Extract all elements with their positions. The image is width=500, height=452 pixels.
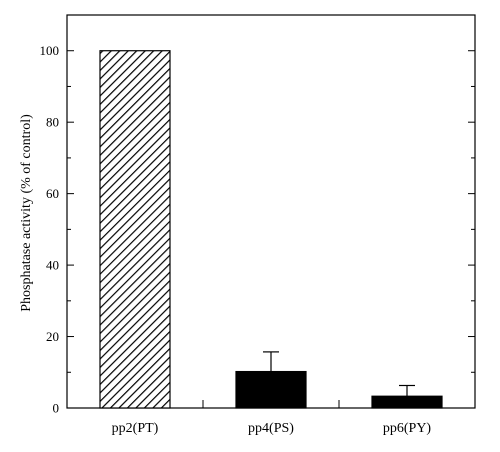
x-category-label: pp2(PT) bbox=[112, 421, 159, 436]
y-tick-label: 100 bbox=[40, 43, 60, 58]
y-tick-label: 20 bbox=[46, 329, 59, 344]
x-category-label: pp4(PS) bbox=[248, 421, 294, 436]
plot-area: 0 20 40 60 80 100 pp2(PT) pp4(PS) pp6(PY) bbox=[40, 14, 476, 436]
y-tick-label: 40 bbox=[46, 258, 59, 273]
bar-1 bbox=[99, 50, 171, 409]
bar-3 bbox=[371, 395, 443, 409]
y-tick-label: 60 bbox=[46, 186, 59, 201]
y-tick-label: 80 bbox=[46, 115, 59, 130]
y-tick-label: 0 bbox=[53, 401, 60, 416]
x-category-label: pp6(PY) bbox=[383, 421, 432, 436]
bar-2 bbox=[235, 370, 307, 409]
y-axis-title: Phosphatase activity (% of control) bbox=[19, 114, 34, 312]
